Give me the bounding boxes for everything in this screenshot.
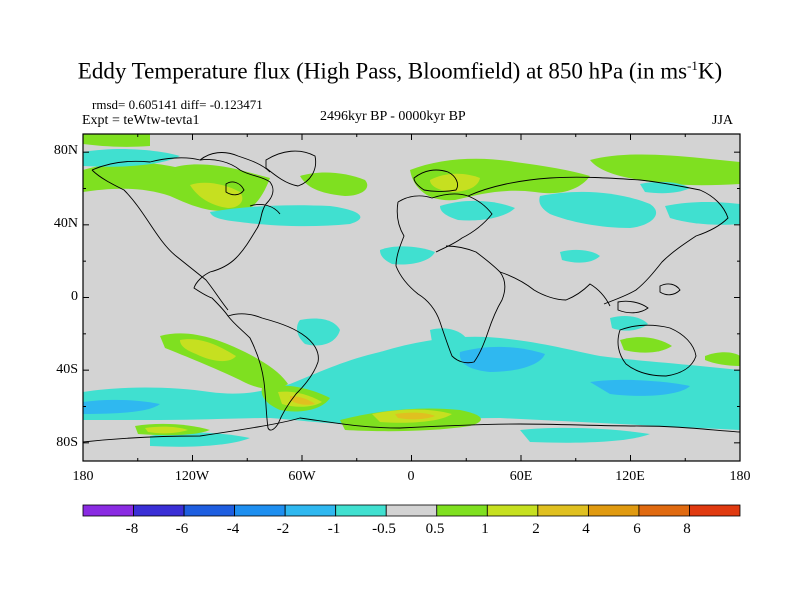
- contour-positive: [300, 172, 368, 196]
- contour-negative: [210, 205, 361, 227]
- lon-label-60e: 60E: [509, 469, 533, 484]
- contour-positive: [145, 426, 188, 434]
- period-label: 2496kyr BP - 0000kyr BP: [320, 109, 466, 124]
- colorbar-label: -6: [175, 521, 189, 537]
- lat-label-0: 0: [71, 289, 78, 304]
- colorbar-label: 0.5: [425, 521, 445, 537]
- contour-negative: [640, 181, 690, 194]
- lat-label-80s: 80S: [56, 435, 78, 450]
- plot-title: Eddy Temperature flux (High Pass, Bloomf…: [77, 58, 723, 84]
- colorbar-swatch: [486, 504, 539, 517]
- colorbar-swatch: [183, 504, 236, 517]
- lat-label-80n: 80N: [53, 143, 78, 158]
- colorbar-swatch: [537, 504, 589, 517]
- coastlines: [83, 150, 740, 443]
- contour-positive: [290, 396, 315, 405]
- contour-negative: [539, 191, 657, 228]
- colorbar-swatch: [335, 504, 387, 517]
- contour-positive: [620, 337, 672, 353]
- contour-positive: [180, 339, 236, 362]
- colorbar-swatch: [587, 504, 640, 517]
- lon-label-180e: 180: [729, 469, 751, 484]
- colorbar-label: -8: [125, 521, 139, 537]
- contour-negative: [83, 149, 180, 167]
- colorbar-label: 8: [683, 521, 691, 537]
- colorbar-label: 1: [481, 521, 489, 537]
- colorbar-label: -4: [226, 521, 240, 537]
- lon-label-0: 0: [407, 469, 415, 484]
- lon-label-180w: 180: [72, 469, 94, 484]
- contour-positive: [590, 154, 740, 186]
- colorbar-swatch: [82, 504, 134, 517]
- contour-negative: [665, 202, 740, 225]
- lon-label-120e: 120E: [615, 469, 645, 484]
- lon-label-60w: 60W: [288, 469, 316, 484]
- anomaly-contours: [83, 134, 740, 447]
- colorbar-label: -1: [327, 521, 341, 537]
- lat-label-40n: 40N: [53, 216, 78, 231]
- contour-negative: [520, 427, 650, 443]
- contour-positive: [705, 352, 740, 366]
- colorbar-swatch: [234, 504, 286, 517]
- colorbar-swatch: [284, 504, 337, 517]
- contour-negative: [83, 399, 160, 414]
- lat-label-40s: 40S: [56, 362, 78, 377]
- colorbar-swatch: [385, 504, 438, 517]
- contour-negative: [83, 336, 740, 430]
- colorbar-swatch: [436, 504, 488, 517]
- contour-positive: [190, 182, 243, 208]
- colorbar-swatch: [638, 504, 690, 517]
- contour-negative: [610, 316, 648, 331]
- colorbar-label: 2: [532, 521, 540, 537]
- contour-negative: [440, 200, 515, 221]
- contour-positive: [395, 412, 435, 420]
- contour-negative: [430, 328, 466, 345]
- colorbar-swatch: [133, 504, 185, 517]
- colorbar-swatch: [689, 504, 741, 517]
- colorbar-label: 4: [582, 521, 590, 537]
- season-label: JJA: [712, 113, 734, 128]
- lon-label-120w: 120W: [174, 469, 210, 484]
- contour-negative: [459, 346, 545, 372]
- rmsd-diff-label: rmsd= 0.605141 diff= -0.123471: [92, 97, 263, 112]
- contour-positive: [430, 173, 480, 192]
- contour-negative: [380, 246, 435, 265]
- contour-negative: [560, 249, 600, 263]
- colorbar-label: -0.5: [372, 521, 396, 537]
- experiment-label: Expt = teWtw-tevta1: [82, 113, 200, 128]
- axis-ticks: [82, 134, 741, 461]
- contour-positive: [83, 134, 150, 147]
- colorbar: [82, 504, 741, 517]
- colorbar-label: 6: [633, 521, 641, 537]
- colorbar-label: -2: [276, 521, 290, 537]
- contour-negative: [590, 379, 690, 396]
